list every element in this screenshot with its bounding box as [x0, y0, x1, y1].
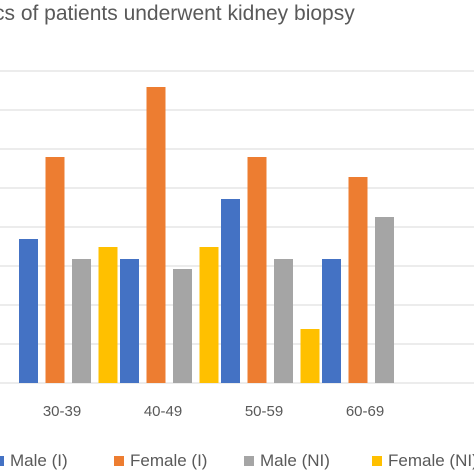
bar — [146, 87, 166, 383]
x-tick-labels: 30-39 40-49 50-59 60-69 — [43, 403, 384, 420]
legend-item: Female (I) — [114, 451, 207, 471]
bar — [348, 177, 368, 383]
x-tick-label: 40-49 — [144, 403, 182, 420]
bars — [19, 87, 394, 383]
legend-label: Female (I) — [130, 451, 208, 470]
legend-swatch — [372, 456, 382, 466]
legend-swatch — [0, 456, 4, 466]
bar — [120, 259, 139, 383]
legend-label: Male (I) — [10, 451, 68, 470]
legend-item: Male (I) — [0, 451, 68, 471]
bar — [247, 157, 267, 383]
bar — [322, 259, 341, 383]
legend-swatch — [244, 456, 254, 466]
legend-item: Male (NI) — [244, 451, 330, 471]
bar — [72, 259, 91, 383]
bar — [274, 259, 293, 383]
bar — [199, 247, 219, 383]
bar-chart: 30-39 40-49 50-59 60-69 — [0, 70, 474, 420]
legend-label: Male (NI) — [260, 451, 330, 470]
bar — [19, 239, 38, 383]
bar — [173, 269, 192, 383]
bar — [98, 247, 118, 383]
bar — [300, 329, 320, 383]
x-tick-label: 50-59 — [245, 403, 283, 420]
x-tick-label: 60-69 — [346, 403, 384, 420]
legend-swatch — [114, 456, 124, 466]
bar — [45, 157, 65, 383]
bar — [375, 217, 394, 383]
bar — [221, 199, 240, 383]
chart-title: cs of patients underwent kidney biopsy — [0, 2, 355, 25]
legend-label: Female (NI) — [388, 451, 474, 470]
x-tick-label: 30-39 — [43, 403, 81, 420]
legend-item: Female (NI) — [372, 451, 474, 471]
